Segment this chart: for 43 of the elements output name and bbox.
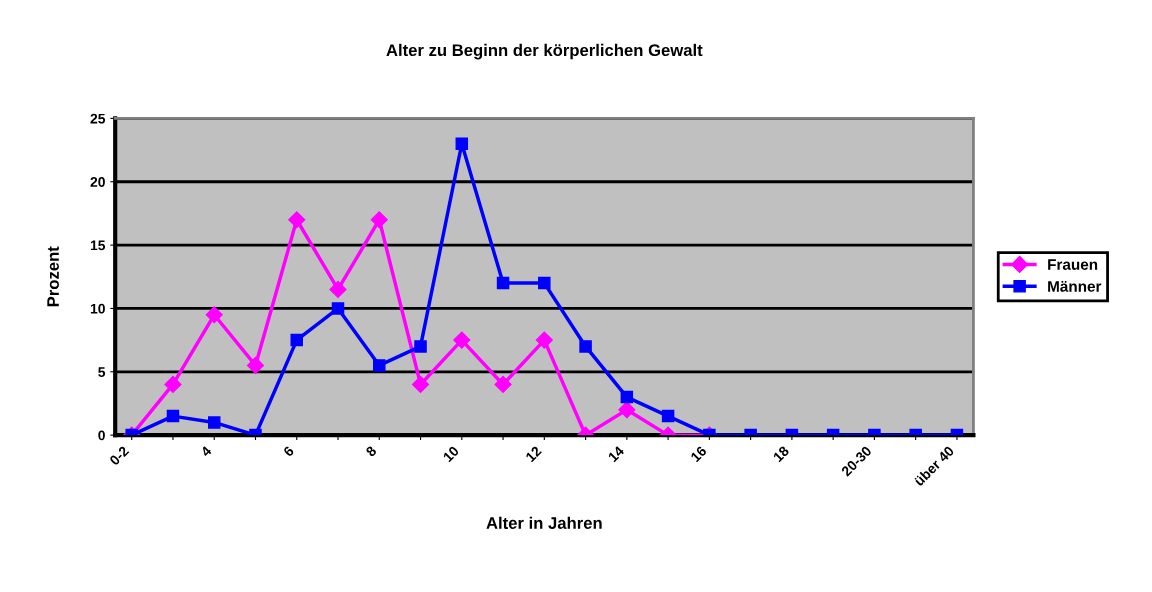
y-tick-label: 25 — [90, 113, 106, 124]
point — [166, 409, 180, 423]
point — [414, 340, 427, 353]
point — [538, 276, 551, 290]
point — [535, 331, 553, 349]
x-tick-label: 14 — [607, 445, 625, 463]
point — [453, 331, 471, 349]
point — [661, 409, 675, 423]
point — [494, 375, 512, 393]
point — [455, 137, 469, 150]
point — [370, 211, 388, 229]
x-tick-label: 12 — [525, 445, 542, 463]
y-tick-label: 15 — [90, 240, 106, 251]
x-tick-label: 4 — [200, 445, 213, 458]
point — [246, 356, 265, 374]
x-tick-label: 18 — [772, 445, 790, 463]
x-axis-title: Alter in Jahren — [486, 516, 602, 529]
point — [290, 333, 304, 347]
point — [164, 375, 182, 393]
point — [373, 359, 386, 372]
y-tick-label: 0 — [98, 430, 105, 441]
legend-label: Frauen — [1048, 259, 1098, 270]
point — [579, 340, 592, 353]
y-tick-label: 10 — [90, 303, 105, 314]
point — [288, 211, 306, 229]
y-tick-label: 20 — [90, 177, 105, 187]
x-tick-label: 0-2 — [109, 445, 130, 466]
y-tick-label: 5 — [98, 367, 106, 377]
point — [329, 280, 347, 298]
point — [618, 401, 636, 419]
x-tick-label: 8 — [365, 445, 378, 458]
point — [411, 375, 430, 393]
x-tick-label: 16 — [690, 445, 708, 463]
x-tick-label: 6 — [282, 445, 295, 458]
chart-title: Alter zu Beginn der körperlichen Gewalt — [386, 43, 703, 60]
point — [620, 390, 634, 404]
point — [207, 416, 221, 429]
y-axis-title: Prozent — [47, 246, 59, 307]
point — [496, 276, 510, 290]
point — [331, 302, 345, 315]
point — [205, 306, 223, 324]
x-tick-label: 10 — [442, 445, 460, 463]
legend-label: Männer — [1048, 281, 1102, 292]
